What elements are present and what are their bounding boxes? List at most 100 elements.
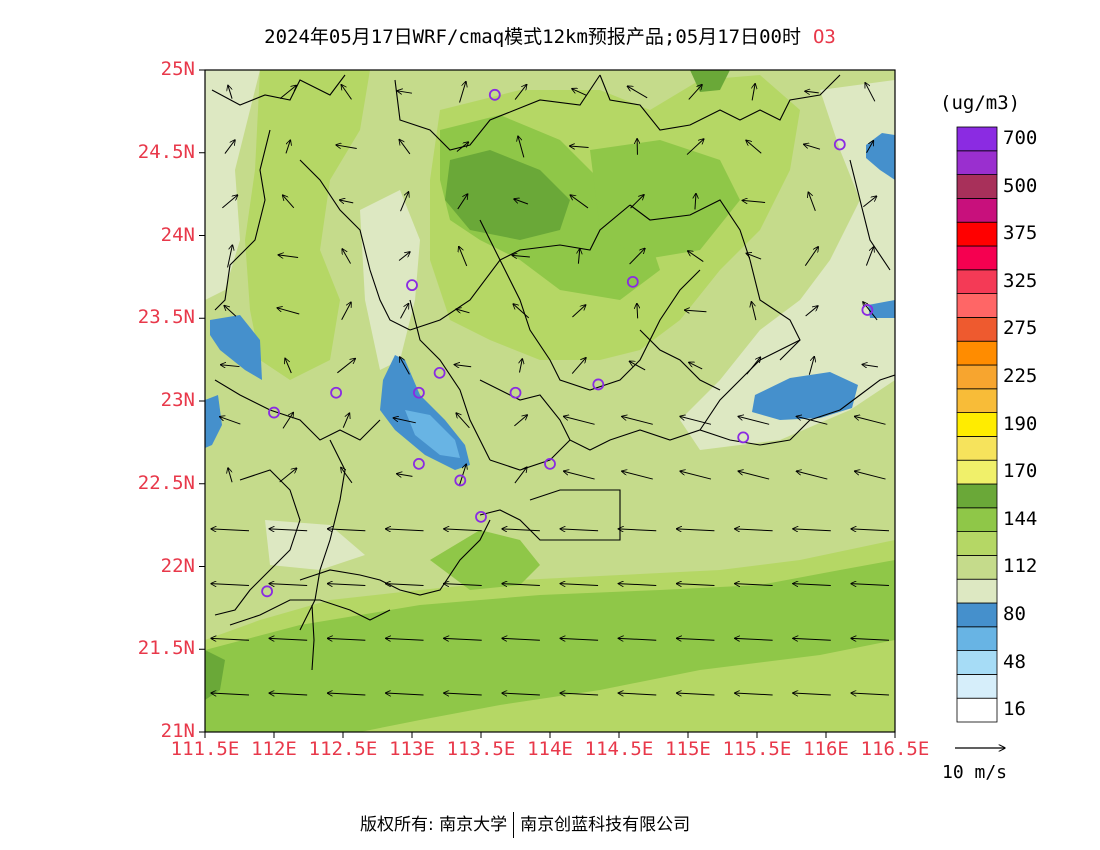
legend-label: 144 bbox=[1003, 507, 1038, 530]
wind-arrow bbox=[444, 693, 482, 695]
wind-arrow bbox=[283, 195, 295, 209]
wind-arrow bbox=[399, 139, 411, 155]
wind-arrow bbox=[269, 529, 308, 531]
wind-arrow bbox=[341, 467, 353, 484]
wind-arrow bbox=[457, 194, 468, 210]
wind-arrow bbox=[341, 85, 352, 100]
concentration-field bbox=[205, 70, 895, 732]
wind-arrow bbox=[793, 529, 831, 531]
wind-arrow bbox=[386, 584, 424, 586]
wind-arrow bbox=[514, 199, 529, 205]
zone-mid-estuary bbox=[430, 530, 540, 590]
axis-ticks bbox=[199, 69, 896, 738]
wind-arrow bbox=[746, 140, 762, 154]
zone-lightblue-prd bbox=[405, 410, 460, 458]
legend-label: 80 bbox=[1003, 602, 1026, 625]
wind-arrow bbox=[336, 145, 357, 150]
station-marker bbox=[475, 510, 487, 523]
wind-arrow bbox=[560, 584, 599, 586]
wind-arrow bbox=[808, 356, 814, 375]
wind-arrow bbox=[397, 91, 413, 93]
wind-arrow bbox=[211, 584, 250, 586]
zone-light-east bbox=[680, 80, 895, 450]
wind-arrow bbox=[228, 85, 233, 99]
wind-arrow bbox=[327, 584, 366, 586]
wind-arrow bbox=[676, 584, 715, 586]
monitoring-stations bbox=[261, 88, 874, 598]
wind-arrow bbox=[327, 693, 366, 695]
wind-arrow bbox=[342, 249, 352, 264]
wind-arrow bbox=[808, 192, 816, 211]
lat-tick-label: 22.5N bbox=[137, 471, 195, 494]
wind-arrow bbox=[340, 200, 354, 203]
wind-arrow bbox=[571, 358, 586, 374]
wind-arrow bbox=[502, 584, 540, 586]
wind-arrow bbox=[454, 365, 472, 367]
wind-arrow bbox=[386, 638, 424, 640]
wind-arrow bbox=[227, 245, 233, 268]
lon-tick-label: 114E bbox=[527, 738, 573, 760]
wind-arrow bbox=[519, 359, 522, 373]
legend-label: 325 bbox=[1003, 269, 1038, 292]
wind-arrow bbox=[327, 638, 366, 640]
zone-light-central bbox=[360, 190, 420, 370]
wind-arrow bbox=[618, 584, 657, 586]
pollutant-label: O3 bbox=[812, 26, 836, 48]
wind-arrow bbox=[269, 693, 308, 695]
wind-arrow bbox=[514, 467, 527, 484]
wind-arrow bbox=[863, 196, 876, 208]
wind-arrow bbox=[751, 302, 757, 321]
wind-arrow bbox=[397, 474, 413, 477]
wind-arrow bbox=[735, 638, 773, 640]
station-marker bbox=[261, 585, 274, 598]
wind-arrow bbox=[695, 193, 696, 210]
wind-arrow bbox=[854, 416, 886, 425]
wind-arrow bbox=[735, 693, 773, 695]
wind-arrow bbox=[735, 584, 773, 586]
wind-arrow bbox=[282, 412, 293, 429]
wind-arrow bbox=[398, 252, 410, 261]
wind-arrow bbox=[228, 468, 233, 483]
wind-arrow bbox=[686, 139, 704, 155]
wind-arrow bbox=[224, 306, 237, 317]
wind-arrow bbox=[327, 529, 366, 531]
zone-blue-west bbox=[210, 315, 262, 380]
lon-tick-label: 116E bbox=[803, 738, 849, 760]
wind-arrow bbox=[637, 303, 638, 319]
lon-tick-label: 115E bbox=[665, 738, 711, 760]
wind-arrow bbox=[865, 247, 873, 266]
copyright-left: 版权所有: 南京大学 bbox=[360, 815, 508, 835]
wind-arrow bbox=[285, 140, 290, 154]
wind-arrow bbox=[459, 81, 466, 103]
station-marker bbox=[454, 474, 467, 487]
station-marker bbox=[592, 378, 605, 391]
wind-arrow bbox=[851, 638, 890, 640]
wind-arrow bbox=[560, 638, 599, 640]
wind-arrow bbox=[735, 529, 773, 531]
wind-arrow bbox=[627, 86, 648, 99]
lon-tick-label: 116.5E bbox=[860, 738, 930, 760]
legend-label: 225 bbox=[1003, 364, 1038, 387]
wind-arrow bbox=[688, 85, 702, 100]
wind-arrow bbox=[514, 415, 527, 427]
wind-arrow bbox=[285, 358, 292, 374]
lat-tick-label: 21N bbox=[160, 720, 195, 742]
wind-arrow bbox=[502, 693, 540, 695]
legend-label: 275 bbox=[1003, 317, 1038, 340]
wind-arrow bbox=[269, 584, 308, 586]
wind-arrow bbox=[572, 305, 585, 318]
wind-arrow bbox=[796, 416, 828, 425]
copyright-right: 南京创蓝科技有限公司 bbox=[520, 815, 691, 835]
wind-arrow bbox=[805, 306, 818, 317]
wind-arrow bbox=[684, 310, 707, 312]
wind-arrow bbox=[444, 584, 482, 586]
station-marker bbox=[509, 386, 522, 399]
wind-arrow bbox=[738, 471, 770, 480]
zone-blue-east bbox=[752, 372, 858, 420]
wind-arrow bbox=[222, 195, 237, 209]
wind-arrow bbox=[689, 362, 703, 370]
station-marker bbox=[544, 457, 556, 470]
station-marker bbox=[412, 386, 425, 399]
wind-arrow bbox=[444, 529, 482, 531]
